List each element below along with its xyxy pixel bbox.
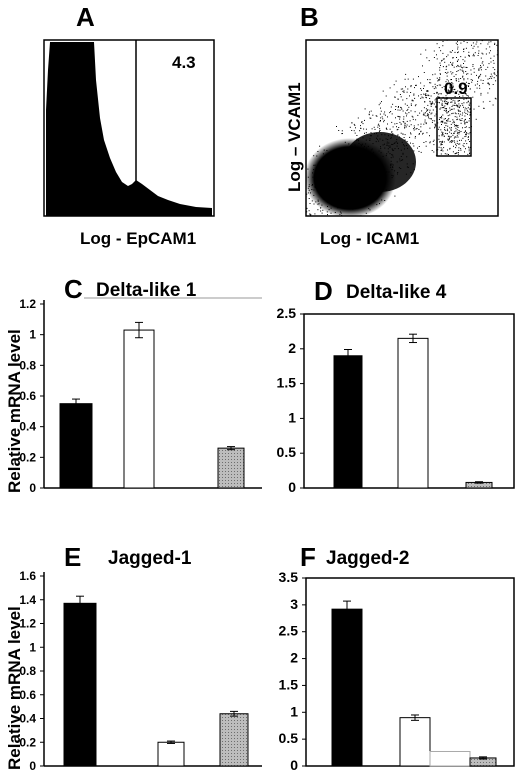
y-tick-label: 3.5 (279, 569, 299, 585)
ylabel-top: Relative mRNA level (5, 329, 24, 493)
bar (219, 713, 249, 767)
panel-a-value: 4.3 (172, 53, 196, 72)
y-tick-label: 0.2 (19, 735, 36, 749)
error-bar (343, 600, 351, 618)
panel-f-title: Jagged-2 (326, 548, 409, 569)
panel-b: B 0.9 Log – VCAM1 Log - ICAM1 (285, 2, 499, 248)
y-tick-label: 1 (288, 409, 296, 425)
y-tick-label: 2 (288, 340, 296, 356)
chart-e: 0 0.2 0.4 0.6 0.8 1 1.2 1.4 1.6 (19, 569, 262, 772)
bar (59, 403, 93, 489)
bar (123, 329, 155, 489)
y-tick-label: 1.5 (277, 375, 297, 391)
y-tick-label: 1.6 (19, 569, 36, 583)
y-tick-label: 1.2 (19, 617, 36, 631)
y-tick-label: 0 (290, 757, 298, 772)
y-tick-label: 0 (29, 481, 36, 495)
y-tick-label: 0.6 (19, 389, 36, 403)
y-tick-label: 1.4 (19, 593, 36, 607)
y-tick-label: 0.5 (279, 730, 299, 746)
panel-b-letter: B (300, 2, 319, 32)
bar (397, 337, 429, 489)
y-tick-label: 0.8 (19, 358, 36, 372)
y-tick-label: 0.5 (277, 444, 297, 460)
scatter-dots (306, 40, 498, 216)
y-tick-label: 0 (29, 759, 36, 772)
y-tick-label: 2 (290, 650, 298, 666)
panel-b-value: 0.9 (444, 79, 468, 98)
y-tick-label: 0.4 (19, 420, 36, 434)
bar (331, 608, 363, 767)
ylabel-bottom: Relative mRNA level (5, 606, 24, 770)
panel-a-letter: A (76, 2, 95, 32)
error-bar (475, 481, 483, 484)
panel-e-letter: E (64, 542, 81, 572)
panel-b-xlabel: Log - ICAM1 (320, 229, 419, 248)
error-bar (76, 595, 84, 611)
panel-a: A 4.3 Log - EpCAM1 (43, 2, 215, 248)
y-tick-label: 0.2 (19, 450, 36, 464)
y-tick-label: 0.6 (19, 688, 36, 702)
bar (157, 741, 185, 767)
chart-f: 0 0.5 1 1.5 2 2.5 3 3.5 (279, 569, 515, 772)
error-bar (227, 446, 235, 451)
panel-c-title: Delta-like 1 (96, 280, 197, 301)
error-bar (167, 740, 175, 744)
bar (399, 717, 431, 767)
histogram-curve (46, 42, 212, 216)
panel-d-title: Delta-like 4 (346, 282, 447, 303)
y-tick-label: 2.5 (277, 305, 297, 321)
error-bar (409, 333, 417, 344)
y-tick-label: 1 (290, 703, 298, 719)
bar (429, 750, 471, 767)
error-bar (411, 714, 419, 721)
y-tick-label: 2.5 (279, 623, 299, 639)
bar (333, 355, 363, 489)
chart-d: 0 0.5 1 1.5 2 2.5 (277, 305, 515, 495)
panel-d-letter: D (314, 276, 333, 306)
panel-b-ylabel: Log – VCAM1 (285, 82, 304, 192)
y-tick-label: 0 (288, 479, 296, 495)
gate-box (436, 97, 472, 157)
bar (217, 447, 245, 489)
error-bar (72, 398, 80, 409)
y-tick-label: 1 (29, 328, 36, 342)
chart-c: 0 0.2 0.4 0.6 0.8 1 1.2 (19, 297, 262, 495)
error-bar (479, 756, 487, 760)
panel-c-letter: C (64, 274, 83, 304)
y-tick-label: 1 (29, 640, 36, 654)
error-bar (135, 321, 143, 339)
y-tick-label: 0.8 (19, 664, 36, 678)
error-bar (344, 348, 352, 363)
panel-e-title: Jagged-1 (108, 548, 192, 569)
bar (63, 602, 97, 767)
error-bar (230, 710, 238, 717)
y-tick-label: 1.5 (279, 676, 299, 692)
y-tick-label: 3 (290, 596, 298, 612)
y-tick-label: 0.4 (19, 712, 36, 726)
y-tick-label: 1.2 (19, 297, 36, 311)
bar-charts: 00.20.40.60.811.200.511.522.500.20.40.60… (19, 297, 515, 772)
panel-f-letter: F (300, 542, 316, 572)
panel-a-xlabel: Log - EpCAM1 (80, 229, 196, 248)
